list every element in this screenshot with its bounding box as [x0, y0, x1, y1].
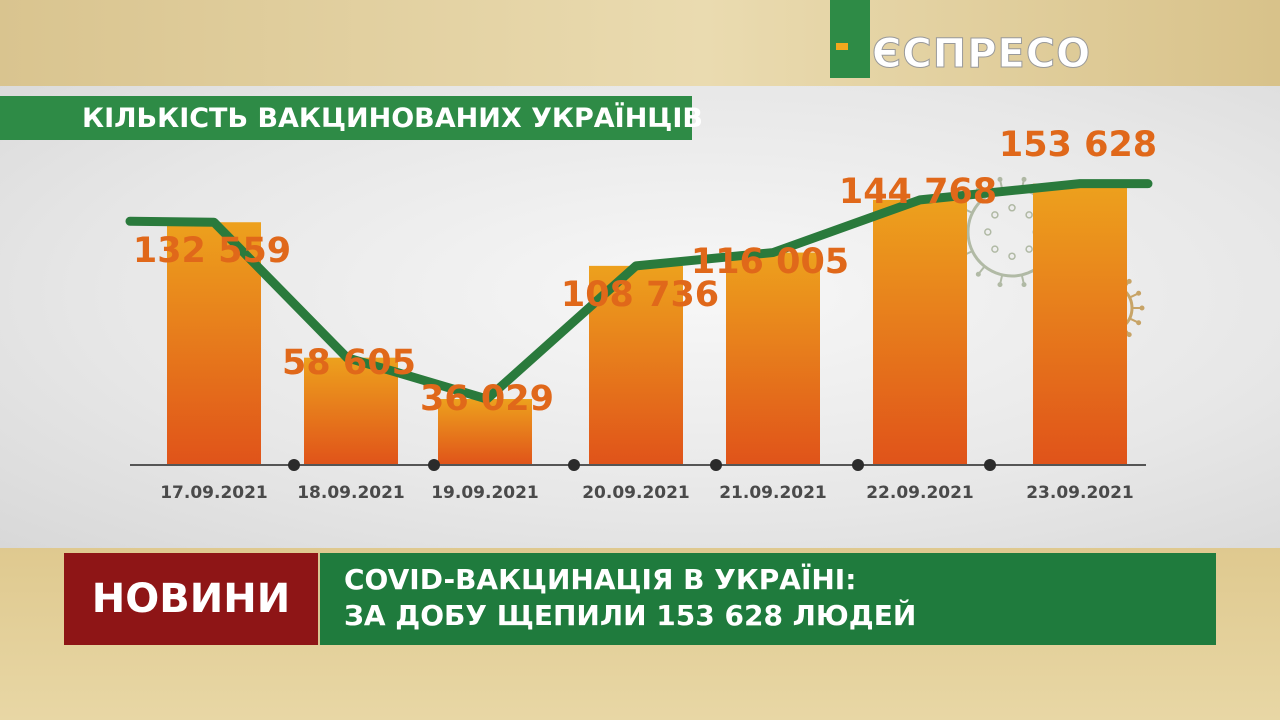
bar-21.09.2021 [726, 252, 820, 465]
chart-title: КІЛЬКІСТЬ ВАКЦИНОВАНИХ УКРАЇНЦІВ [82, 102, 703, 134]
axis-marker-3 [568, 459, 580, 471]
data-label-19.09.2021: 36 029 [420, 379, 554, 419]
logo-text: ЄСПРЕСО [871, 31, 1092, 77]
bar-22.09.2021 [873, 199, 967, 466]
x-tick-label-21.09.2021: 21.09.2021 [719, 483, 827, 503]
top-band [0, 0, 1280, 86]
bar-18.09.2021 [304, 357, 398, 465]
x-tick-label-20.09.2021: 20.09.2021 [582, 483, 690, 503]
news-headline: COVID-ВАКЦИНАЦІЯ В УКРАЇНІ: ЗА ДОБУ ЩЕПИ… [320, 553, 1216, 645]
channel-logo: ЄСПРЕСО [830, 0, 1091, 78]
bar-23.09.2021 [1033, 183, 1127, 465]
trend-line [125, 179, 1153, 404]
vaccination-chart: 17.09.2021 18.09.2021 19.09.2021 20.09.2021… [125, 125, 1157, 503]
headline-line-2: ЗА ДОБУ ЩЕПИЛИ 153 628 ЛЮДЕЙ [344, 599, 917, 632]
headline-line-1: COVID-ВАКЦИНАЦІЯ В УКРАЇНІ: [344, 563, 857, 596]
data-label-21.09.2021: 116 005 [691, 242, 849, 282]
x-tick-label-22.09.2021: 22.09.2021 [866, 483, 974, 503]
data-label-17.09.2021: 132 559 [133, 231, 291, 271]
axis-marker-2 [428, 459, 440, 471]
logo-mark-icon [830, 0, 870, 78]
chart-title-bar: КІЛЬКІСТЬ ВАКЦИНОВАНИХ УКРАЇНЦІВ [0, 96, 703, 140]
axis-marker-6 [984, 459, 996, 471]
data-label-23.09.2021: 153 628 [999, 125, 1157, 165]
news-label-text: НОВИНИ [91, 576, 291, 622]
bar-17.09.2021 [167, 222, 261, 465]
data-label-22.09.2021: 144 768 [839, 172, 997, 212]
x-tick-label-19.09.2021: 19.09.2021 [431, 483, 539, 503]
data-label-20.09.2021: 108 736 [561, 275, 719, 315]
x-tick-label-17.09.2021: 17.09.2021 [160, 483, 268, 503]
bar-19.09.2021 [438, 399, 532, 465]
axis-marker-4 [710, 459, 722, 471]
news-label: НОВИНИ [64, 553, 320, 645]
axis-marker-5 [852, 459, 864, 471]
x-tick-label-18.09.2021: 18.09.2021 [297, 483, 405, 503]
x-tick-label-23.09.2021: 23.09.2021 [1026, 483, 1134, 503]
data-label-18.09.2021: 58 605 [282, 343, 416, 383]
axis-marker-1 [288, 459, 300, 471]
